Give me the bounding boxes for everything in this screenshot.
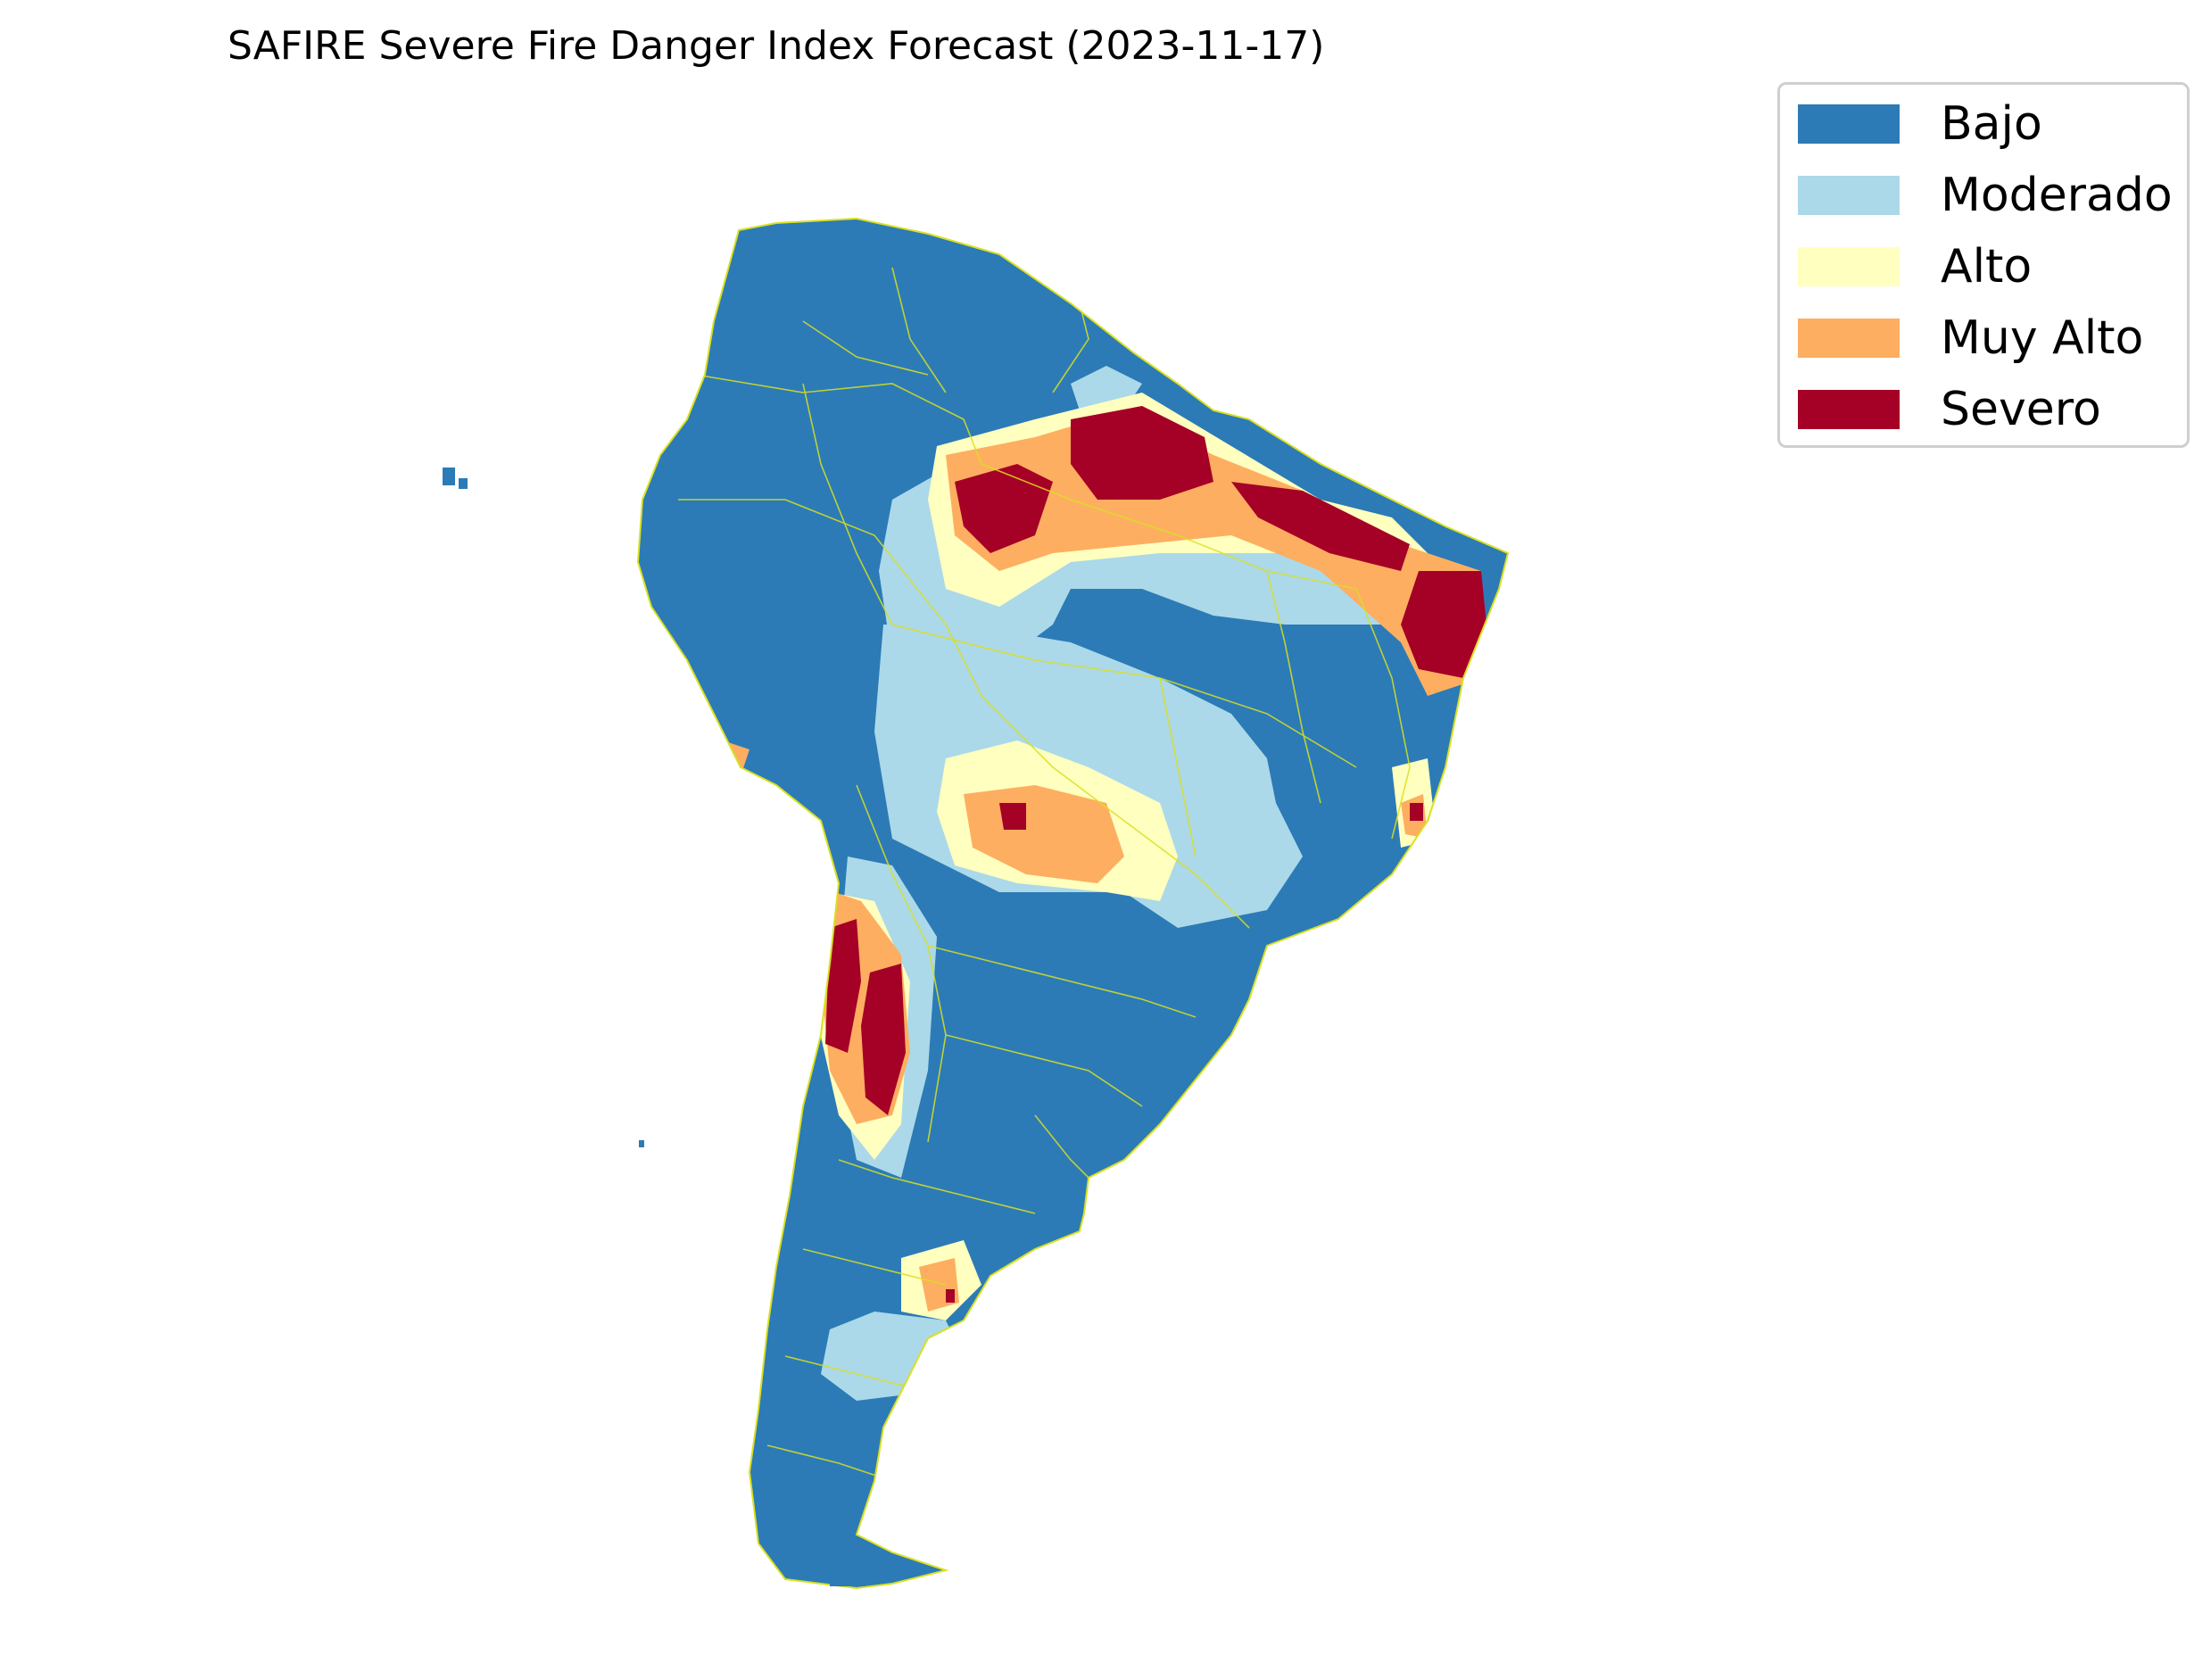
legend-swatch-bajo xyxy=(1798,104,1900,144)
zone-severo-pampa xyxy=(946,1289,955,1303)
zone-severo-andes-west xyxy=(825,919,861,1053)
zone-severo-northeast xyxy=(1401,571,1490,678)
zone-severo-chaco xyxy=(999,803,1026,830)
legend-label-bajo: Bajo xyxy=(1941,97,2042,151)
zone-severo-amazon-west xyxy=(955,464,1053,553)
legend-item-bajo: Bajo xyxy=(1798,97,2042,151)
map-title: SAFIRE Severe Fire Danger Index Forecast… xyxy=(228,23,1325,69)
legend-swatch-muy-alto xyxy=(1798,319,1900,358)
legend-swatch-alto xyxy=(1798,247,1900,286)
zone-muyalto-amazon xyxy=(946,410,1481,696)
zone-severo-andes-east xyxy=(861,964,906,1115)
zone-severo-east xyxy=(1410,803,1423,821)
legend: Bajo Moderado Alto Muy Alto Severo xyxy=(1777,82,2190,448)
legend-label-moderado: Moderado xyxy=(1941,169,2173,222)
zone-severo-amazon-central xyxy=(1071,406,1213,500)
zone-moderado-patagonia xyxy=(821,1312,964,1401)
legend-label-alto: Alto xyxy=(1941,240,2033,294)
legend-item-severo: Severo xyxy=(1798,383,2101,436)
legend-swatch-severo xyxy=(1798,390,1900,429)
legend-item-alto: Alto xyxy=(1798,240,2032,294)
legend-item-muy-alto: Muy Alto xyxy=(1798,311,2143,365)
legend-swatch-moderado xyxy=(1798,176,1900,215)
legend-label-muy-alto: Muy Alto xyxy=(1941,311,2144,365)
legend-label-severo: Severo xyxy=(1941,383,2101,436)
zone-severo-amazon-east xyxy=(1231,482,1410,571)
legend-item-moderado: Moderado xyxy=(1798,169,2173,222)
islands xyxy=(443,468,865,1586)
